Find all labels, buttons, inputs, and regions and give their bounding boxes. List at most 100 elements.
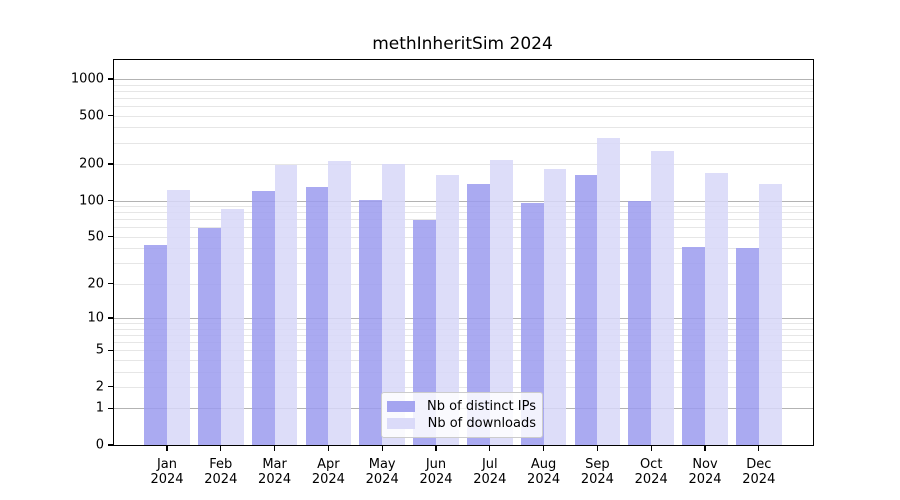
- bar-distinct-ips-aug: [520, 203, 544, 445]
- bar-downloads-mar: [274, 164, 298, 445]
- y-tick-label: 20: [87, 276, 104, 292]
- x-tick-label: Mar 2024: [258, 457, 292, 487]
- y-tick-mark: [107, 236, 113, 238]
- chart-title: methInheritSim 2024: [372, 34, 553, 54]
- legend-item: Nb of downloads: [387, 415, 536, 432]
- x-tick-mark: [381, 446, 383, 452]
- bar-distinct-ips-nov: [682, 247, 705, 445]
- x-tick-label: Aug 2024: [527, 457, 561, 487]
- x-tick-mark: [435, 446, 437, 452]
- x-tick-label: Feb 2024: [204, 457, 238, 487]
- y-tick-mark: [107, 407, 113, 409]
- legend-label: Nb of distinct IPs: [427, 399, 536, 414]
- x-tick-mark: [758, 446, 760, 452]
- bar-distinct-ips-feb: [198, 228, 221, 445]
- gridline-minor: [114, 90, 813, 92]
- y-tick-label: 1: [95, 400, 104, 416]
- y-tick-label: 1000: [70, 71, 104, 87]
- x-tick-label: Oct 2024: [634, 457, 668, 487]
- bar-downloads-dec: [758, 184, 782, 445]
- gridline-minor: [114, 212, 813, 214]
- y-tick-label: 50: [87, 229, 104, 245]
- gridline-minor: [114, 263, 813, 265]
- gridline-minor: [114, 248, 813, 250]
- bar-distinct-ips-jan: [144, 244, 167, 445]
- bar-downloads-jun: [436, 174, 459, 445]
- y-tick-mark: [107, 283, 113, 285]
- gridline-major: [114, 78, 813, 80]
- x-tick-label: Apr 2024: [311, 457, 345, 487]
- y-tick-mark: [107, 78, 113, 80]
- y-tick-label: 2: [95, 379, 104, 395]
- y-tick-mark: [107, 163, 113, 165]
- y-tick-mark: [107, 386, 113, 388]
- x-tick-label: Sep 2024: [580, 457, 614, 487]
- y-tick-label: 10: [87, 310, 104, 326]
- gridline-minor: [114, 334, 813, 336]
- gridline-minor: [114, 359, 813, 361]
- gridline-minor: [114, 127, 813, 129]
- bar-downloads-apr: [328, 160, 352, 445]
- bar-distinct-ips-oct: [628, 200, 652, 445]
- bar-downloads-nov: [705, 173, 728, 445]
- gridline-minor: [114, 323, 813, 324]
- y-tick-mark: [107, 317, 113, 319]
- x-tick-mark: [166, 446, 168, 452]
- x-tick-mark: [704, 446, 706, 452]
- x-tick-mark: [327, 446, 330, 452]
- x-tick-mark: [543, 446, 545, 452]
- x-tick-mark: [274, 446, 276, 452]
- x-tick-label: May 2024: [365, 457, 399, 487]
- bar-downloads-aug: [543, 168, 567, 445]
- gridline-minor: [114, 84, 813, 86]
- legend-swatch-distinct-ips: [387, 401, 415, 412]
- gridline-minor: [114, 227, 813, 229]
- x-tick-mark: [220, 446, 222, 452]
- y-tick-mark: [107, 444, 113, 446]
- y-tick-label: 500: [79, 108, 104, 124]
- legend-swatch-downloads: [387, 418, 415, 429]
- y-tick-label: 5: [95, 342, 104, 358]
- gridline-minor: [114, 236, 813, 238]
- gridline-minor: [114, 142, 813, 144]
- x-tick-label: Jul 2024: [473, 457, 507, 487]
- legend-label: Nb of downloads: [427, 416, 536, 431]
- legend-item: Nb of distinct IPs: [387, 398, 536, 415]
- legend: Nb of distinct IPs Nb of downloads: [381, 392, 543, 438]
- gridline-minor: [114, 386, 813, 388]
- x-tick-label: Nov 2024: [688, 457, 722, 487]
- x-tick-label: Jun 2024: [419, 457, 453, 487]
- gridline-major: [114, 318, 813, 319]
- gridline-minor: [114, 350, 813, 352]
- bar-downloads-jul: [489, 160, 513, 445]
- y-tick-mark: [107, 199, 113, 202]
- gridline-minor: [114, 115, 813, 117]
- gridline-minor: [114, 328, 813, 330]
- y-tick-label: 0: [95, 437, 104, 453]
- x-tick-label: Jan 2024: [150, 457, 184, 487]
- bar-downloads-feb: [220, 209, 244, 445]
- gridline-minor: [114, 97, 813, 99]
- bar-distinct-ips-mar: [251, 190, 275, 445]
- gridline-minor: [114, 164, 813, 165]
- bar-distinct-ips-apr: [305, 187, 329, 445]
- bar-downloads-oct: [651, 151, 674, 445]
- x-tick-mark: [650, 446, 652, 452]
- bar-distinct-ips-may: [359, 200, 383, 445]
- gridline-minor: [114, 206, 813, 207]
- bar-distinct-ips-jul: [467, 184, 490, 445]
- bar-downloads-may: [382, 164, 405, 445]
- gridline-minor: [114, 219, 813, 221]
- x-tick-label: Dec 2024: [742, 457, 776, 487]
- y-tick-label: 200: [79, 156, 104, 172]
- bar-distinct-ips-jun: [413, 219, 436, 445]
- bar-distinct-ips-dec: [736, 248, 759, 445]
- gridline-minor: [114, 371, 813, 373]
- bar-distinct-ips-sep: [574, 174, 598, 445]
- y-tick-mark: [107, 115, 113, 117]
- gridline-major: [114, 200, 813, 202]
- x-tick-mark: [596, 446, 599, 452]
- plot-area: 0 1 2 5 10 20 50 100 200 500 1000 Jan 2024 Feb 2024…: [71, 59, 814, 487]
- gridline-minor: [114, 283, 813, 285]
